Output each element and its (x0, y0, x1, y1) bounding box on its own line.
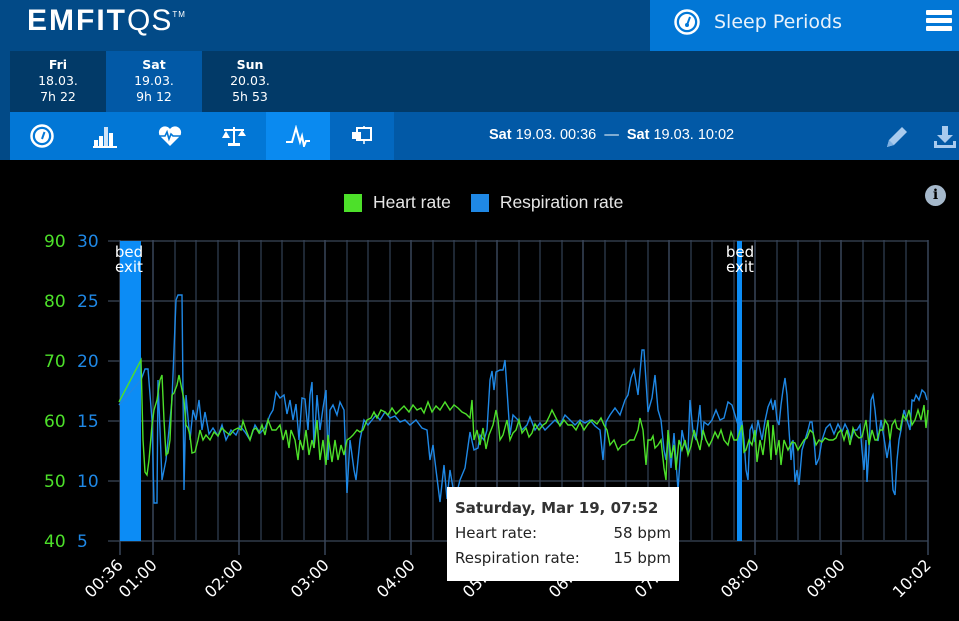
top-header: EMFITQSTM Sleep Periods (0, 0, 959, 51)
day-tab-fri[interactable]: Fri 18.03. 7h 22 (10, 51, 106, 112)
emfit-logo[interactable]: EMFITQSTM (27, 4, 186, 38)
dashboard-gauge-icon (30, 124, 54, 148)
day-duration: 5h 53 (232, 89, 268, 104)
range-end-day: Sat (626, 127, 650, 143)
svg-text:90: 90 (44, 232, 66, 252)
svg-text:03:00: 03:00 (287, 555, 333, 601)
svg-text:50: 50 (44, 472, 66, 492)
tab-balance[interactable] (202, 112, 266, 160)
day-date: 19.03. (134, 73, 174, 88)
tooltip-label: Respiration rate: (455, 549, 580, 567)
chart-tooltip: Saturday, Mar 19, 07:52 Heart rate: 58 b… (447, 487, 679, 581)
svg-text:60: 60 (44, 412, 66, 432)
heart-rate-swatch (344, 193, 362, 212)
day-duration: 9h 12 (136, 89, 172, 104)
svg-text:25: 25 (77, 292, 99, 312)
day-tab-sat[interactable]: Sat 19.03. 9h 12 (106, 51, 202, 112)
respiration-rate-line (118, 294, 928, 504)
respiration-rate-swatch (470, 193, 489, 212)
legend-item-respiration-rate[interactable]: Respiration rate (470, 192, 624, 213)
svg-text:5: 5 (77, 532, 88, 552)
svg-text:40: 40 (44, 532, 66, 552)
range-start-day: Sat (489, 127, 512, 143)
day-name: Fri (48, 57, 68, 72)
date-range: Sat 19.03. 00:36 — Sat 19.03. 10:02 (489, 127, 734, 143)
range-start: 19.03. 00:36 (515, 127, 597, 143)
share-screen-icon (352, 126, 372, 144)
info-icon[interactable]: i (925, 185, 946, 206)
svg-text:20: 20 (77, 352, 99, 372)
y-axis-right: 30 25 20 15 10 5 (77, 232, 99, 552)
dashboard-gauge-icon (674, 9, 700, 35)
svg-text:10: 10 (77, 472, 99, 492)
svg-text:01:00: 01:00 (115, 555, 161, 601)
day-date: 20.03. (230, 73, 270, 88)
svg-text:bed: bed (115, 243, 143, 261)
bed-exit-band (737, 241, 742, 541)
svg-text:00:36: 00:36 (81, 555, 127, 601)
day-tab-sun[interactable]: Sun 20.03. 5h 53 (202, 51, 298, 112)
legend-item-heart-rate[interactable]: Heart rate (344, 192, 451, 213)
svg-text:exit: exit (115, 258, 143, 276)
heart-rate-line (118, 357, 929, 481)
download-icon[interactable] (932, 124, 958, 150)
svg-text:04:00: 04:00 (373, 555, 419, 601)
sleep-periods-button[interactable]: Sleep Periods (650, 0, 959, 51)
view-toolbar: Sat 19.03. 00:36 — Sat 19.03. 10:02 (0, 112, 959, 160)
tooltip-value: 15 bpm (613, 549, 671, 567)
svg-text:15: 15 (77, 412, 99, 432)
heart-rate-icon (158, 126, 182, 146)
svg-text:10:02: 10:02 (889, 555, 935, 601)
tab-statistics[interactable] (74, 112, 138, 160)
tooltip-row-respiration-rate: Respiration rate: 15 bpm (455, 549, 671, 567)
legend-label: Heart rate (373, 192, 451, 212)
tooltip-value: 58 bpm (613, 524, 671, 542)
tooltip-row-heart-rate: Heart rate: 58 bpm (455, 524, 671, 542)
sleep-periods-label: Sleep Periods (714, 11, 842, 33)
trademark: TM (172, 10, 186, 19)
tab-hrv-waveform[interactable] (266, 112, 330, 160)
svg-text:80: 80 (44, 292, 66, 312)
svg-text:bed: bed (726, 243, 754, 261)
balance-scale-icon (222, 127, 246, 146)
tab-heart-rate[interactable] (138, 112, 202, 160)
logo-text-bold: EMFIT (27, 4, 127, 37)
svg-text:02:00: 02:00 (201, 555, 247, 601)
tooltip-title: Saturday, Mar 19, 07:52 (455, 499, 659, 517)
pulse-waveform-icon (286, 125, 310, 147)
svg-text:08:00: 08:00 (717, 555, 763, 601)
day-name: Sun (236, 57, 264, 72)
day-date: 18.03. (38, 73, 78, 88)
legend-label: Respiration rate (499, 192, 624, 212)
range-separator: — (604, 127, 619, 143)
day-selector: Fri 18.03. 7h 22 Sat 19.03. 9h 12 Sun 20… (0, 51, 959, 112)
tab-dashboard[interactable] (10, 112, 74, 160)
svg-text:30: 30 (77, 232, 99, 252)
day-duration: 7h 22 (40, 89, 76, 104)
chart-legend: Heart rate Respiration rate (344, 192, 643, 213)
tab-share[interactable] (330, 112, 394, 160)
svg-text:09:00: 09:00 (803, 555, 849, 601)
logo-text-light: QS (127, 4, 173, 37)
range-end: 19.03. 10:02 (653, 127, 735, 143)
tooltip-label: Heart rate: (455, 524, 538, 542)
day-name: Sat (142, 57, 166, 72)
hamburger-icon[interactable] (926, 10, 952, 32)
pencil-icon[interactable] (884, 124, 910, 150)
bar-chart-icon (93, 127, 117, 148)
y-axis-left: 90 80 70 60 50 40 (44, 232, 66, 552)
svg-text:exit: exit (726, 258, 754, 276)
svg-text:70: 70 (44, 352, 66, 372)
